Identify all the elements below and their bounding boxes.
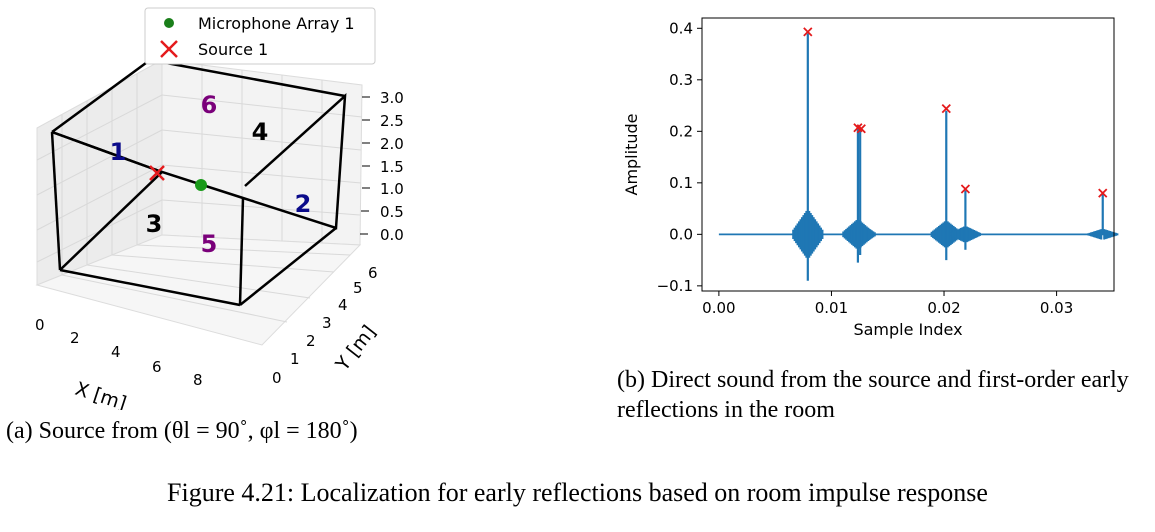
z-tick: 1.5 — [380, 158, 404, 176]
wall-label-3: 3 — [146, 210, 163, 238]
z-tick: 0.5 — [380, 203, 404, 221]
plot-area — [718, 27, 1119, 281]
x-tick: 2 — [70, 329, 80, 347]
y-tick-label: 0.3 — [669, 71, 693, 89]
y-axis-label: Amplitude — [622, 114, 641, 196]
z-tick: 2.5 — [380, 112, 404, 130]
x-axis-label: X [m] — [72, 378, 129, 410]
wall-label-5: 5 — [201, 230, 218, 258]
legend-source-label: Source 1 — [198, 40, 268, 59]
marker-stroke — [803, 27, 813, 37]
source-marker — [149, 165, 165, 181]
x-axis: 0 2 4 6 8 X [m] — [35, 316, 203, 415]
impulse-response-svg: 0.00 0.01 0.02 0.03 0.4 0.3 0.2 0.1 0.0 −0.1 Sampl… — [622, 17, 1119, 339]
y-tick-label: 0.1 — [669, 174, 693, 192]
z-tick: 3.0 — [380, 89, 404, 107]
y-tick: 2 — [306, 332, 316, 350]
y-tick-label: 0.4 — [669, 19, 693, 37]
x-tick: 8 — [193, 371, 203, 389]
z-tick: 2.0 — [380, 135, 404, 153]
z-tick: 0.0 — [380, 226, 404, 244]
room-3d-svg: 1 2 3 4 5 6 3.0 2.5 2.0 1.5 1.0 0.5 0.0 — [35, 7, 404, 415]
x-tick-label: 0.03 — [1040, 299, 1073, 317]
impulse-peak — [1087, 194, 1119, 240]
x-axis-label: Sample Index — [853, 320, 962, 339]
axes: 0.00 0.01 0.02 0.03 0.4 0.3 0.2 0.1 0.0 −0.1 Sampl… — [622, 17, 1115, 339]
y-tick-label: 0.2 — [669, 122, 693, 140]
legend-mic-label: Microphone Array 1 — [198, 14, 355, 33]
impulse-response-chart: 0.00 0.01 0.02 0.03 0.4 0.3 0.2 0.1 0.0 −0.1 Sampl… — [600, 0, 1155, 360]
room-3d-plot: 1 2 3 4 5 6 3.0 2.5 2.0 1.5 1.0 0.5 0.0 — [0, 0, 430, 415]
marker-stroke — [960, 184, 971, 194]
caption-b: (b) Direct sound from the source and fir… — [617, 367, 1129, 423]
legend: Microphone Array 1 Source 1 — [144, 7, 376, 65]
mic-array-marker — [195, 179, 207, 191]
y-tick-label: −0.1 — [657, 277, 693, 295]
axes-frame — [701, 17, 1115, 292]
peak-marker — [960, 184, 971, 194]
y-axis-label: Y [m] — [331, 321, 380, 376]
wall-label-2: 2 — [295, 190, 312, 218]
x-tick: 0 — [35, 316, 45, 334]
y-tick: 3 — [322, 314, 332, 332]
x-tick-label: 0.02 — [927, 299, 960, 317]
x-tick-label: 0.01 — [815, 299, 848, 317]
peak-marker — [803, 27, 813, 37]
z-tick: 1.0 — [380, 180, 404, 198]
z-axis: 3.0 2.5 2.0 1.5 1.0 0.5 0.0 — [360, 89, 404, 244]
marker-stroke — [941, 104, 951, 114]
peak-marker — [856, 124, 866, 134]
room-box — [50, 58, 347, 307]
figure-caption: Figure 4.21: Localization for early refl… — [167, 478, 988, 507]
caption-a: (a) Source from (θl = 90˚, φl = 180˚) — [6, 418, 358, 444]
y-tick: 6 — [368, 264, 378, 282]
legend-mic-icon — [164, 18, 174, 28]
x-tick: 4 — [111, 343, 121, 361]
marker-stroke — [1098, 188, 1108, 198]
legend-source-icon — [160, 40, 178, 58]
back-pane-right — [161, 59, 363, 246]
impulse-peak — [844, 128, 876, 255]
wall-label-4: 4 — [252, 118, 269, 146]
y-tick: 1 — [290, 350, 300, 368]
peak-marker — [941, 104, 951, 114]
marker-stroke — [853, 123, 863, 133]
impulse-peak — [949, 190, 982, 250]
floor-pane — [35, 234, 362, 346]
y-tick: 5 — [353, 279, 363, 297]
peak-marker — [1098, 188, 1108, 198]
x-tick: 6 — [152, 358, 162, 376]
y-tick: 0 — [272, 369, 282, 387]
wall-label-6: 6 — [201, 91, 218, 119]
impulse-peak — [792, 33, 824, 281]
grid-lines — [36, 65, 363, 323]
wall-label-1: 1 — [110, 138, 127, 166]
legend-box — [144, 7, 376, 65]
y-tick-label: 0.0 — [669, 225, 693, 243]
y-tick: 4 — [338, 296, 348, 314]
marker-stroke — [856, 124, 866, 134]
x-tick-label: 0.00 — [702, 299, 735, 317]
